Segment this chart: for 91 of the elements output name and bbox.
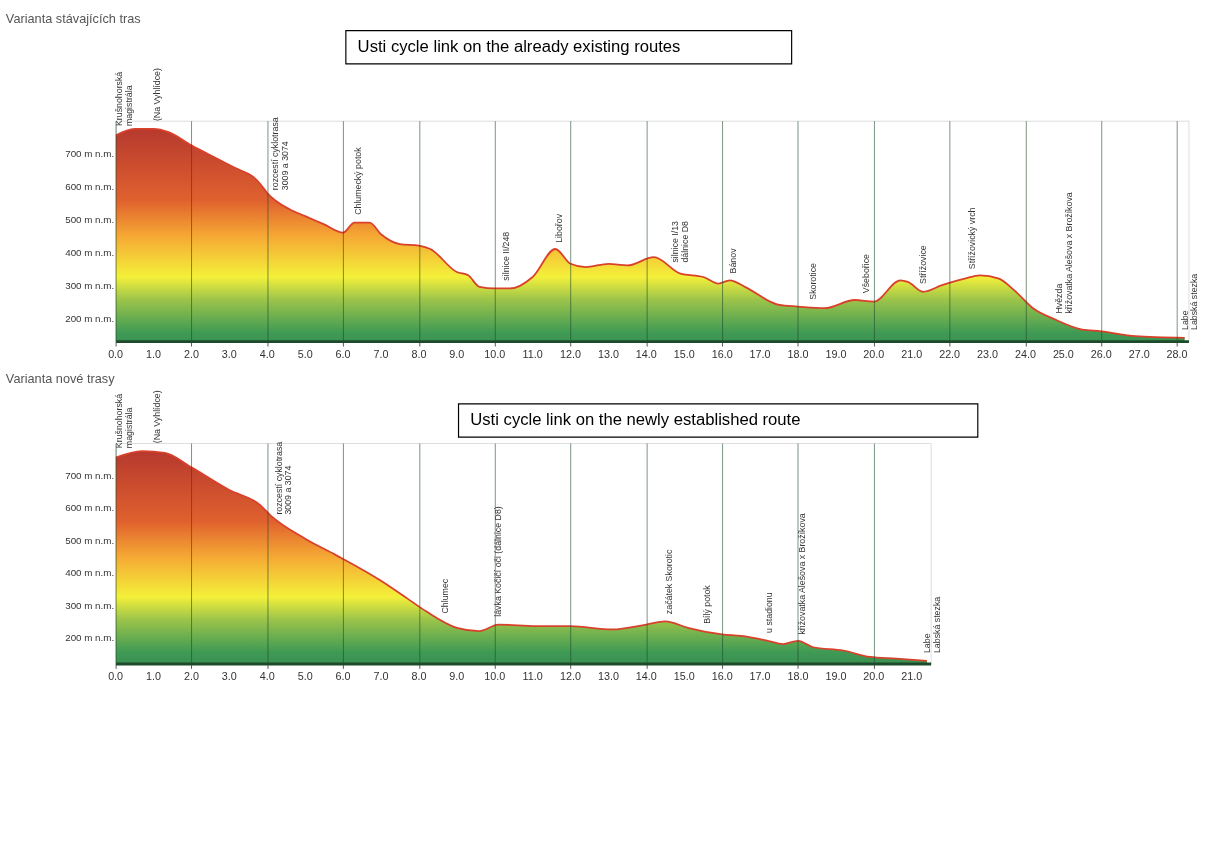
x-tick-label: 13.0: [597, 670, 619, 683]
annotation: u stadionu: [764, 592, 775, 633]
annotation: Bánov: [728, 247, 739, 274]
x-tick-label: 8.0: [411, 670, 427, 683]
annotation: Hvězda křižovatka Alešova x Brožíkova: [1054, 192, 1075, 314]
x-tick-label: 1.0: [146, 347, 162, 360]
x-tick-label: 11.0: [522, 670, 543, 683]
annotation: rozcestí cyklotrasa 3009 a 3074: [269, 117, 290, 191]
x-tick-label: 2.0: [183, 670, 199, 683]
x-tick-label: 12.0: [560, 347, 582, 360]
text: Usti cycle link on the already existing routes: [357, 37, 681, 57]
x-tick-label: 27.0: [1128, 347, 1150, 360]
x-tick-label: 8.0: [411, 347, 427, 360]
x-tick-label: 9.0: [449, 347, 465, 360]
annotation: rozcestí cyklotrasa 3009 a 3074: [273, 441, 294, 515]
x-tick-label: 0.0: [108, 347, 124, 360]
annotation: (Na Vyhlídce): [152, 390, 163, 444]
x-tick-label: 25.0: [1052, 347, 1074, 360]
x-tick-label: 23.0: [977, 347, 999, 360]
chart-title: Varianta nové trasy: [5, 371, 116, 387]
x-tick-label: 16.0: [711, 347, 733, 360]
x-tick-label: 4.0: [259, 347, 275, 360]
x-tick-label: 13.0: [597, 347, 619, 360]
x-tick-label: 6.0: [335, 670, 351, 683]
annotation: Všebořice: [861, 253, 872, 294]
annotation: Střížovice: [918, 245, 929, 284]
y-tick-label: 600 m n.m.: [65, 180, 115, 192]
annotation: Chlumec: [440, 578, 451, 614]
x-tick-label: 10.0: [484, 347, 506, 360]
x-tick-label: 10.0: [484, 670, 506, 683]
annotation: Chlumecký potok: [353, 146, 364, 215]
y-tick-label: 300 m n.m.: [65, 279, 115, 291]
x-tick-label: 7.0: [373, 670, 389, 683]
annotation: (Na Vyhlídce): [152, 68, 163, 122]
x-tick-label: 1.0: [146, 670, 162, 683]
x-tick-label: 3.0: [221, 347, 237, 360]
annotation: Skorotice: [808, 262, 819, 300]
x-tick-label: 15.0: [673, 347, 695, 360]
y-tick-label: 500 m n.m.: [65, 213, 115, 225]
annotation: začátek Skorotic: [664, 549, 675, 615]
annotation: Bílý potok: [701, 584, 712, 624]
chart-title: Varianta stávajících tras: [5, 11, 141, 27]
y-tick-label: 600 m n.m.: [65, 502, 115, 514]
x-tick-label: 15.0: [673, 670, 695, 683]
x-tick-label: 7.0: [373, 347, 389, 360]
x-tick-label: 18.0: [787, 670, 809, 683]
annotation: křižovatka Alešova x Brožíkova: [796, 513, 807, 635]
x-tick-label: 20.0: [863, 347, 885, 360]
annotation: silnice II/248: [501, 231, 512, 281]
annotation: Libořov: [554, 213, 565, 243]
x-tick-label: 2.0: [183, 347, 199, 360]
x-tick-label: 0.0: [108, 670, 124, 683]
annotation: lávka Kočičí oči (dálnice D8): [493, 506, 504, 617]
y-tick-label: 400 m n.m.: [65, 246, 115, 258]
x-tick-label: 22.0: [939, 347, 961, 360]
x-tick-label: 6.0: [335, 347, 351, 360]
text: Usti cycle link on the newly established route: [470, 410, 801, 430]
y-tick-label: 300 m n.m.: [65, 599, 115, 611]
annotation: Střížovický vrch: [967, 207, 978, 270]
x-tick-label: 17.0: [749, 670, 771, 683]
y-tick-label: 700 m n.m.: [65, 469, 115, 481]
x-tick-label: 26.0: [1090, 347, 1112, 360]
x-tick-label: 17.0: [749, 347, 771, 360]
x-tick-label: 21.0: [901, 347, 923, 360]
x-tick-label: 28.0: [1166, 347, 1188, 360]
annotation: Krušnohorská magistrála: [114, 71, 135, 127]
x-tick-label: 16.0: [711, 670, 733, 683]
y-tick-label: 500 m n.m.: [65, 534, 115, 546]
x-tick-label: 20.0: [863, 670, 885, 683]
x-tick-label: 24.0: [1014, 347, 1036, 360]
x-tick-label: 14.0: [635, 670, 657, 683]
y-tick-label: 200 m n.m.: [65, 312, 115, 324]
annotation: Krušnohorská magistrála: [114, 393, 135, 449]
x-tick-label: 3.0: [221, 670, 237, 683]
x-tick-label: 21.0: [901, 670, 923, 683]
x-tick-label: 4.0: [259, 670, 275, 683]
x-tick-label: 19.0: [825, 670, 847, 683]
x-tick-label: 5.0: [297, 670, 313, 683]
x-tick-label: 18.0: [787, 347, 809, 360]
annotation: Labe Labská stezka: [1179, 273, 1200, 330]
x-tick-label: 19.0: [825, 347, 847, 360]
y-tick-label: 700 m n.m.: [65, 148, 115, 160]
x-tick-label: 14.0: [635, 347, 657, 360]
x-tick-label: 12.0: [560, 670, 582, 683]
x-tick-label: 9.0: [449, 670, 465, 683]
x-tick-label: 11.0: [522, 347, 543, 360]
annotation: Labe Labská stezka: [921, 596, 942, 654]
y-tick-label: 200 m n.m.: [65, 631, 115, 643]
x-tick-label: 5.0: [297, 347, 313, 360]
y-tick-label: 400 m n.m.: [65, 567, 115, 579]
annotation: silnice I/13 dálnice D8: [669, 220, 690, 263]
